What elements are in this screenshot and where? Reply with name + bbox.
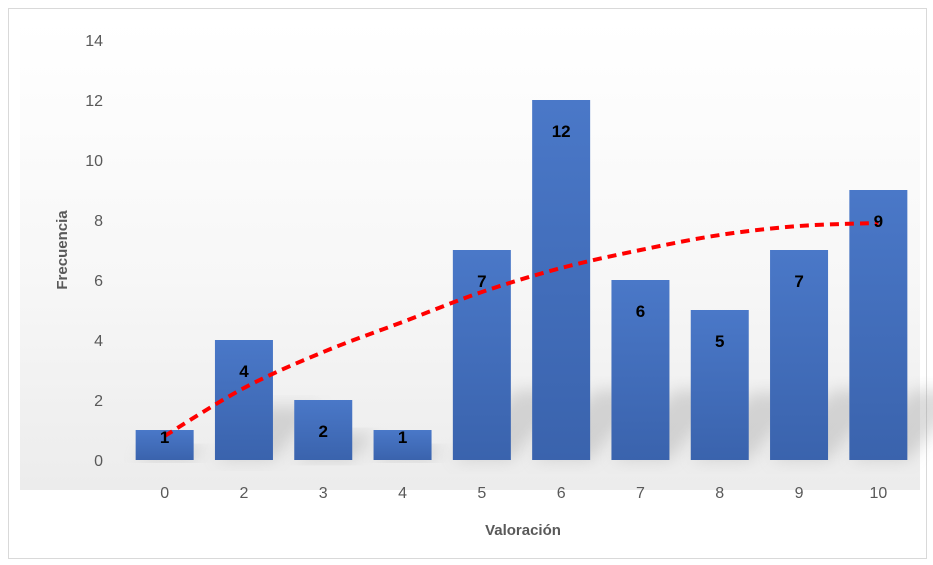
- bar-5: [452, 250, 511, 460]
- data-label-3: 2: [319, 422, 328, 441]
- x-tick-label-6: 6: [557, 485, 566, 502]
- x-tick-label-5: 5: [477, 485, 486, 502]
- trendline: [163, 221, 879, 438]
- bar-10: [849, 190, 908, 460]
- y-tick-label-6: 12: [85, 93, 103, 110]
- data-label-5: 7: [477, 272, 486, 291]
- data-label-7: 6: [636, 302, 645, 321]
- x-tick-label-7: 7: [636, 485, 645, 502]
- x-tick-label-10: 10: [869, 485, 887, 502]
- bar-8: [690, 310, 749, 460]
- bars: [135, 100, 908, 460]
- x-tick-label-3: 3: [319, 485, 328, 502]
- data-label-2: 4: [239, 362, 249, 381]
- y-tick-label-4: 8: [94, 213, 103, 230]
- x-tick-label-4: 4: [398, 485, 407, 502]
- y-axis-ticks: 0 2 4 6 8 10 12 14: [85, 33, 103, 470]
- y-tick-label-2: 4: [94, 333, 103, 350]
- x-tick-label-9: 9: [795, 485, 804, 502]
- data-label-8: 5: [715, 332, 724, 351]
- y-tick-label-0: 0: [94, 453, 103, 470]
- bar-9: [770, 250, 829, 460]
- data-label-10: 9: [874, 212, 883, 231]
- data-label-4: 1: [398, 428, 407, 447]
- x-tick-label-8: 8: [715, 485, 724, 502]
- bar-4: [373, 430, 432, 460]
- y-tick-label-7: 14: [85, 33, 103, 50]
- x-tick-label-0: 0: [160, 485, 169, 502]
- bar-6: [532, 100, 591, 460]
- x-axis-title: Valoración: [485, 522, 561, 539]
- bar-3: [294, 400, 353, 460]
- y-tick-label-1: 2: [94, 393, 103, 410]
- bar-7: [611, 280, 670, 460]
- trendline-curve: [163, 221, 879, 438]
- y-axis-title: Frecuencia: [54, 210, 71, 290]
- data-labels: 1 4 2 1 7 12 6 5 7 9: [160, 122, 883, 447]
- y-tick-label-5: 10: [85, 153, 103, 170]
- bar-2: [214, 340, 273, 460]
- x-tick-label-2: 2: [239, 485, 248, 502]
- y-tick-label-3: 6: [94, 273, 103, 290]
- data-label-0: 1: [160, 428, 169, 447]
- x-axis-ticks: 0 2 3 4 5 6 7 8 9 10: [160, 485, 887, 502]
- data-label-6: 12: [552, 122, 571, 141]
- data-label-9: 7: [794, 272, 803, 291]
